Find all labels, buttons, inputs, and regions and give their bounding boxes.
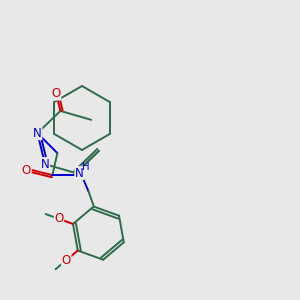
Text: N: N [33, 127, 42, 140]
Text: O: O [62, 254, 71, 267]
Text: H: H [82, 162, 89, 172]
Text: O: O [52, 87, 61, 100]
Text: N: N [75, 167, 84, 180]
Text: O: O [22, 164, 31, 177]
Text: O: O [54, 212, 64, 225]
Text: N: N [41, 158, 50, 171]
